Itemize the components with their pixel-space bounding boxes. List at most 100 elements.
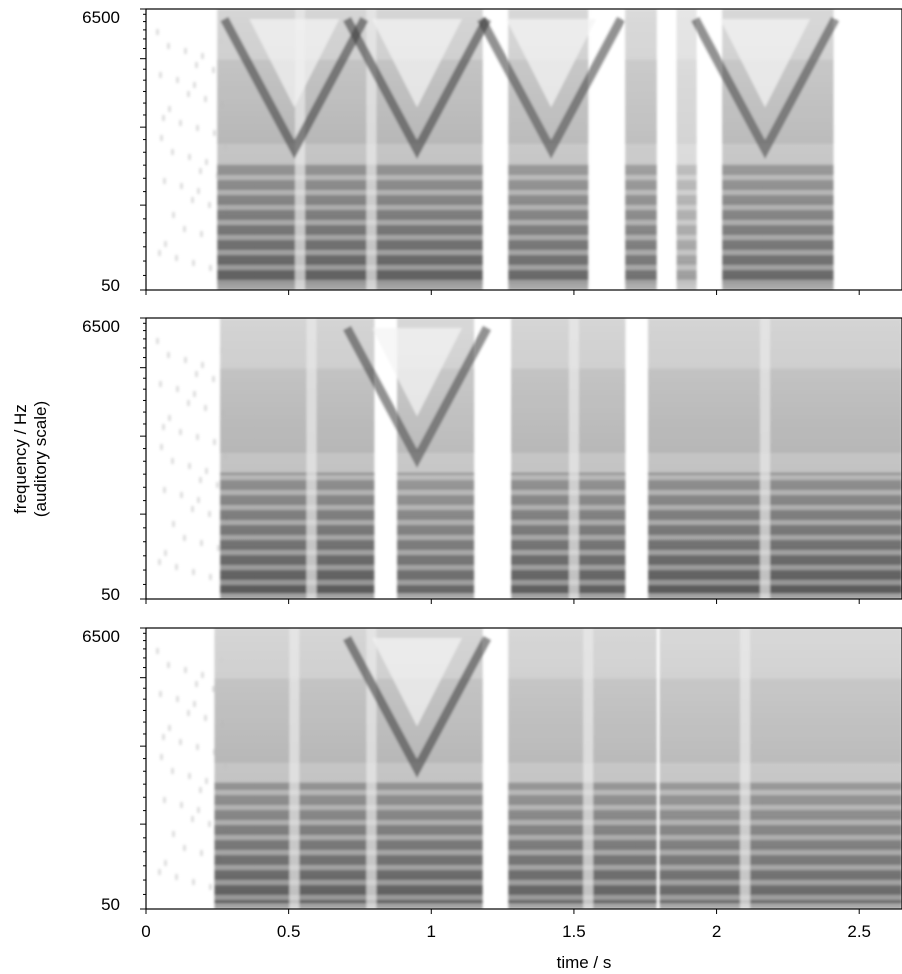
noise-speck	[175, 255, 178, 261]
noise-speck	[193, 701, 196, 707]
noise-speck	[187, 400, 190, 406]
noise-speck	[195, 62, 198, 68]
segment-gap	[289, 628, 300, 909]
noise-speck	[158, 250, 161, 256]
noise-speck	[167, 352, 170, 358]
noise-speck	[176, 696, 179, 702]
noise-speck	[216, 482, 219, 488]
noise-speck	[208, 511, 211, 517]
noise-speck	[197, 497, 200, 503]
noise-speck	[176, 77, 179, 83]
y-axis-title-line2: (auditory scale)	[31, 401, 50, 517]
noise-speck	[208, 821, 211, 827]
noise-speck	[199, 787, 202, 793]
segment-fade	[659, 628, 902, 909]
panel-frame	[145, 317, 902, 600]
formant-trajectory	[343, 325, 491, 469]
noise-speck	[191, 506, 194, 512]
noise-speck	[188, 773, 191, 779]
noise-speck	[179, 739, 182, 745]
noise-speck	[195, 371, 198, 377]
noise-speck	[197, 188, 200, 194]
formant-trajectory	[343, 16, 491, 160]
noise-speck	[163, 178, 166, 184]
noise-speck	[205, 778, 208, 784]
panel-frame	[145, 8, 902, 291]
formant-trajectory	[220, 16, 369, 160]
noise-speck	[201, 672, 204, 678]
speech-segment	[659, 628, 902, 909]
noise-speck	[160, 444, 163, 450]
noise-speck	[192, 260, 195, 266]
noise-speck	[163, 797, 166, 803]
noise-speck	[168, 725, 171, 731]
noise-speck	[175, 564, 178, 570]
noise-speck	[168, 106, 171, 112]
noise-speck	[187, 91, 190, 97]
speech-segment	[508, 628, 657, 909]
speech-segment	[691, 9, 840, 290]
segment-fade	[625, 9, 657, 290]
noise-speck	[156, 648, 159, 654]
segment-gap	[295, 9, 306, 290]
y-tick-label-bottom: 50	[101, 895, 120, 914]
noise-speck	[204, 715, 207, 721]
noise-speck	[200, 850, 203, 856]
noise-speck	[195, 681, 198, 687]
noise-speck	[162, 115, 165, 121]
noise-speck	[164, 550, 167, 556]
noise-speck	[184, 48, 187, 54]
noise-speck	[159, 72, 162, 78]
formant-notch	[249, 19, 340, 108]
speech-segment	[217, 9, 491, 290]
x-axis: 0 0.5 1 1.5 2 2.5	[141, 922, 871, 941]
noise-speck	[200, 231, 203, 237]
speech-segment	[511, 318, 626, 599]
y-tick-label-top: 6500	[82, 8, 120, 27]
noise-speck	[179, 120, 182, 126]
noise-speck	[164, 860, 167, 866]
noise-speck	[193, 391, 196, 397]
noise-speck	[162, 734, 165, 740]
noise-speck	[213, 130, 216, 136]
noise-speck	[183, 845, 186, 851]
speech-segment	[477, 9, 626, 290]
spectrogram-panel-1: 6500 50	[82, 8, 902, 295]
noise-speck	[179, 429, 182, 435]
x-tick-label: 2.5	[847, 922, 871, 941]
x-tick-label: 0.5	[277, 922, 301, 941]
noise-speck	[184, 667, 187, 673]
x-axis-title: time / s	[557, 953, 612, 972]
segment-gap	[366, 628, 377, 909]
formant-notch	[372, 328, 463, 417]
noise-speck	[156, 338, 159, 344]
noise-speck	[199, 168, 202, 174]
noise-speck	[199, 477, 202, 483]
spectrogram-panel-3: 6500 50	[82, 627, 902, 914]
noise-speck	[175, 874, 178, 880]
segment-gap	[760, 318, 771, 599]
segment-fade	[511, 318, 626, 599]
segment-gap	[366, 9, 377, 290]
noise-speck	[180, 183, 183, 189]
noise-speck	[180, 492, 183, 498]
noise-speck	[184, 357, 187, 363]
formant-trajectory	[343, 635, 491, 779]
noise-speck	[208, 202, 211, 208]
noise-speck	[171, 768, 174, 774]
panel-frame	[145, 627, 902, 910]
speech-segment	[648, 318, 902, 599]
noise-speck	[172, 831, 175, 837]
noise-speck	[192, 879, 195, 885]
noise-speck	[188, 154, 191, 160]
speech-segment	[343, 318, 491, 599]
formant-notch	[372, 638, 463, 727]
noise-speck	[201, 362, 204, 368]
noise-speck	[213, 439, 216, 445]
y-tick-label-bottom: 50	[101, 276, 120, 295]
noise-speck	[167, 662, 170, 668]
noise-speck	[187, 710, 190, 716]
noise-speck	[158, 869, 161, 875]
noise-speck	[164, 241, 167, 247]
